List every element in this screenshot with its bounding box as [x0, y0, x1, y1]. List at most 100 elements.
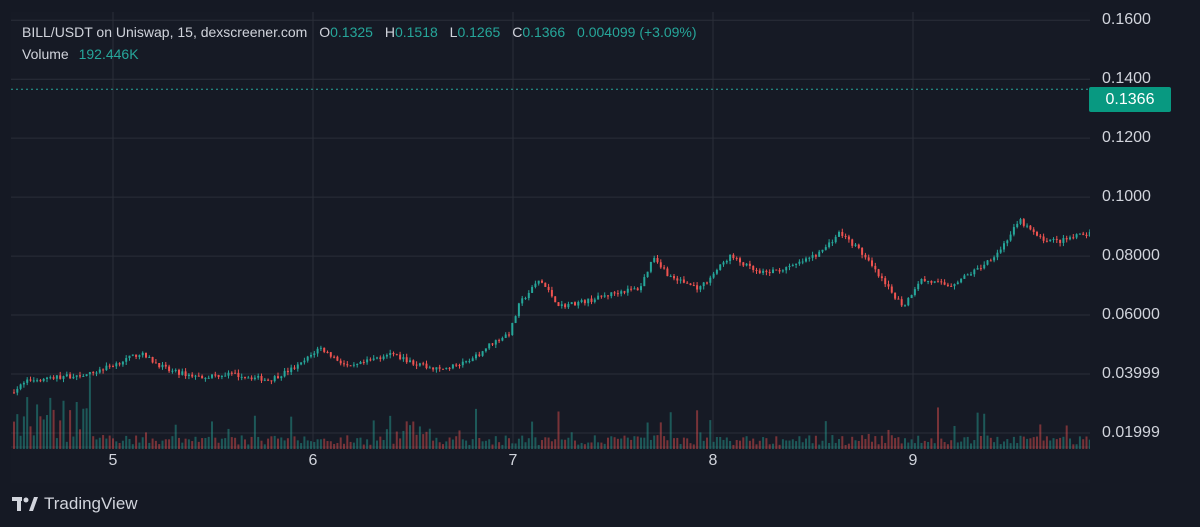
candle-body: [867, 257, 870, 261]
candle-body: [402, 357, 405, 360]
volume-bar: [765, 438, 768, 449]
candle-body: [762, 270, 765, 273]
volume-bar: [1049, 440, 1052, 449]
candle-body: [356, 364, 359, 366]
candle-body: [277, 376, 279, 379]
candle-body: [841, 231, 844, 236]
candle-body: [722, 262, 725, 265]
x-tick-label: 9: [908, 452, 918, 469]
volume-bar: [798, 436, 801, 449]
volume-bar: [244, 439, 246, 449]
candle-body: [673, 276, 675, 279]
volume-bar: [310, 441, 312, 449]
candle-body: [207, 377, 210, 379]
tradingview-brand[interactable]: TradingView: [12, 494, 138, 514]
candle-body: [105, 365, 108, 371]
candle-body: [844, 235, 847, 237]
candle-body: [851, 239, 854, 246]
open-key: O: [319, 24, 331, 40]
volume-bar: [574, 440, 576, 449]
candle-body: [280, 376, 283, 379]
candle-body: [966, 274, 969, 276]
volume-bar: [564, 439, 567, 449]
volume-bar: [897, 437, 900, 449]
volume-bar: [458, 430, 461, 449]
candle-body: [1072, 237, 1075, 239]
volume-bar: [184, 438, 187, 449]
candle-body: [1029, 225, 1032, 230]
volume-label: Volume: [22, 46, 69, 62]
volume-bar: [455, 436, 458, 449]
candle-body: [531, 286, 534, 293]
volume-bar: [593, 435, 596, 449]
candle-body: [197, 375, 200, 377]
volume-bar: [135, 435, 138, 449]
candle-body: [583, 300, 586, 304]
change-value: 0.004099 (+3.09%): [577, 24, 697, 40]
volume-bar: [887, 429, 890, 449]
candle-body: [937, 281, 939, 283]
candle-body: [913, 289, 916, 296]
candle-body: [217, 374, 220, 377]
candle-body: [871, 260, 873, 266]
volume-bar: [359, 437, 362, 449]
volume-bar: [1052, 438, 1055, 449]
candle-body: [478, 354, 481, 356]
candle-body: [630, 288, 633, 290]
volume-bar: [910, 439, 913, 449]
candle-body: [92, 372, 95, 374]
volume-bar: [877, 444, 880, 449]
volume-bar: [217, 442, 220, 449]
candle-body: [884, 278, 887, 285]
candle-body: [564, 304, 567, 308]
candle-body: [501, 337, 504, 341]
candle-body: [696, 285, 699, 290]
volume-bar: [550, 441, 553, 449]
candle-body: [39, 380, 42, 382]
volume-bar: [29, 426, 32, 449]
candle-body: [385, 355, 388, 357]
candle-body: [993, 257, 996, 261]
volume-bar: [234, 437, 237, 449]
candle-body: [808, 257, 811, 259]
volume-bar: [673, 438, 675, 449]
volume-bar: [418, 426, 421, 449]
volume-bar: [488, 439, 491, 449]
volume-bar: [679, 444, 682, 449]
volume-bar: [194, 436, 197, 449]
volume-bar: [867, 433, 870, 449]
volume-bar: [366, 439, 369, 449]
volume-bar: [49, 397, 52, 449]
candle-body: [653, 257, 656, 262]
candle-body: [191, 374, 194, 377]
candle-body: [79, 375, 81, 377]
volume-bar: [699, 432, 702, 449]
volume-bar: [752, 438, 755, 449]
candle-body: [864, 254, 867, 258]
candle-body: [719, 264, 722, 270]
candle-body: [69, 374, 72, 379]
candle-body: [679, 279, 682, 281]
candle-body: [646, 271, 649, 278]
volume-bar: [352, 442, 355, 449]
volume-bar: [303, 436, 306, 449]
price-axis[interactable]: 0.1600 0.1400 0.1200 0.1000 0.08000 0.06000 0.…: [1090, 0, 1200, 483]
volume-bar: [438, 442, 441, 449]
volume-bar: [620, 438, 623, 449]
volume-bar: [669, 412, 672, 449]
candle-body: [712, 273, 715, 278]
candle-body: [428, 367, 431, 369]
volume-bar: [273, 435, 276, 449]
candle-body: [481, 351, 484, 356]
candle-body: [768, 272, 771, 274]
candle-body: [187, 374, 190, 377]
candle-body: [504, 334, 507, 338]
candle-body: [514, 316, 517, 323]
chart-area[interactable]: [11, 12, 1090, 483]
volume-bar: [626, 437, 629, 449]
candle-body: [861, 247, 864, 255]
volume-bar: [26, 397, 29, 449]
volume-bar: [168, 439, 171, 449]
candle-body: [445, 367, 448, 369]
volume-bar: [145, 432, 147, 449]
